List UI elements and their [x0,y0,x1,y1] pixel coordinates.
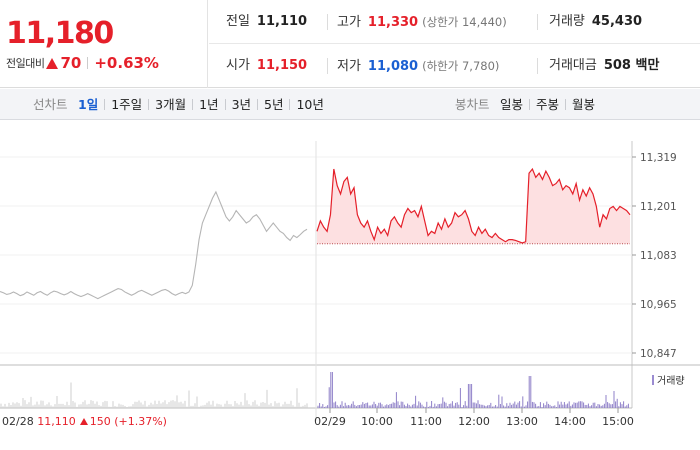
tab-1y[interactable]: 1년 [199,97,219,112]
y-axis: 11,319 11,201 11,083 10,965 10,847 [632,152,677,360]
stat-high: 고가 11,330 (상한가 14,440) [337,0,507,44]
change-divider [87,57,89,69]
tab-3y[interactable]: 3년 [231,97,252,112]
prev-day-date: 02/28 [2,415,34,428]
tab-1d[interactable]: 1일 [78,97,99,112]
volume-legend-swatch [652,374,654,385]
x-axis: 02/29 10:00 11:00 12:00 13:00 14:00 15:00 [314,408,634,428]
volume-legend-label: 거래량 [657,376,685,387]
volume-legend: 거래량 [652,372,685,387]
prev-day-rate: (+1.37%) [114,415,167,428]
candle-chart-label: 봉차트 [455,97,490,112]
price-chart[interactable]: 11,319 11,201 11,083 10,965 10,847 02/29 10:0… [0,121,700,450]
stat-divider [537,14,538,30]
x-tick-label: 11:00 [410,415,442,428]
y-tick-label: 10,847 [640,348,677,360]
x-tick-label: 13:00 [506,415,538,428]
x-tick-label: 15:00 [602,415,634,428]
candle-period-tabs: 일봉 주봉 월봉 [494,89,601,120]
stat-value: 45,430 [591,14,643,29]
stat-prev-close: 전일 11,110 [226,0,307,44]
quote-summary: 11,180 전일대비 70 +0.63% 전일 11,110 고가 11,330(… [0,0,700,88]
tab-divider [529,99,531,110]
stat-value: 11,330 [367,15,419,30]
prev-day-change: 150 [89,415,111,428]
change-value: 70 [60,54,82,72]
tab-monthly-candle[interactable]: 월봉 [572,97,596,112]
stat-divider [327,14,328,30]
y-tick-label: 11,201 [640,201,677,213]
prev-day-line [0,190,308,300]
tab-divider [148,99,150,110]
up-triangle-icon [79,418,88,425]
chart-series [0,167,631,300]
prev-day-summary: 02/28 11,110 150 (+1.37%) [2,415,167,428]
volume-bars [0,372,629,408]
stat-divider [327,58,328,74]
today-area [317,169,630,244]
tab-divider [257,99,259,110]
tab-daily-candle[interactable]: 일봉 [500,97,524,112]
stat-label: 거래량 [549,14,585,29]
stat-low: 저가 11,080 (하한가 7,780) [337,44,499,88]
tab-1w[interactable]: 1주일 [111,97,143,112]
tab-10y[interactable]: 10년 [296,97,324,112]
chart-toolbar: 선차트 1일 1주일 3개월 1년 3년 5년 10년 봉차트 일봉 주봉 월봉 [0,89,700,120]
lower-limit: (하한가 7,780) [422,59,500,73]
stat-divider [537,58,538,74]
tab-divider [565,99,567,110]
stat-amount: 거래대금 508 백만 [549,44,659,88]
x-tick-label: 10:00 [361,415,393,428]
tab-5y[interactable]: 5년 [264,97,284,112]
stat-value: 11,150 [256,58,308,73]
tab-divider [224,99,226,110]
tab-weekly-candle[interactable]: 주봉 [536,97,560,112]
tab-divider [289,99,291,110]
change-line: 전일대비 70 +0.63% [6,54,159,72]
today-line [316,167,631,244]
stats-row-2: 시가 11,150 저가 11,080 (하한가 7,780) 거래대금 508 백만 [209,44,700,88]
prev-day-close: 11,110 [37,415,76,428]
tab-divider [192,99,194,110]
line-period-tabs: 1일 1주일 3개월 1년 3년 5년 10년 [72,89,330,120]
y-tick-label: 11,083 [640,250,677,262]
change-rate: +0.63% [94,54,159,72]
stat-value: 508 백만 [603,58,660,73]
stat-open: 시가 11,150 [226,44,307,88]
tab-3m[interactable]: 3개월 [155,97,187,112]
stat-label: 시가 [226,58,250,73]
tab-divider [104,99,106,110]
line-chart-label: 선차트 [33,97,68,112]
y-tick-label: 11,319 [640,152,677,164]
chart-grid [0,141,700,421]
stat-value: 11,110 [256,14,308,29]
change-label: 전일대비 [6,57,45,70]
current-price: 11,180 [6,16,114,51]
stat-label: 고가 [337,15,361,30]
x-tick-label: 14:00 [554,415,586,428]
up-triangle-icon [46,57,59,69]
stats-row-1: 전일 11,110 고가 11,330 (상한가 14,440) 거래량 45,430 [209,0,700,44]
y-tick-label: 10,965 [640,299,677,311]
stat-label: 저가 [337,59,361,74]
quote-stats: 전일 11,110 고가 11,330 (상한가 14,440) 거래량 45,430 … [209,0,700,88]
stat-label: 전일 [226,14,250,29]
price-chart-svg: 11,319 11,201 11,083 10,965 10,847 02/29 10:0… [0,141,700,428]
price-box: 11,180 전일대비 70 +0.63% [0,0,208,88]
stat-label: 거래대금 [549,58,597,73]
stat-value: 11,080 [367,59,419,74]
x-tick-label: 02/29 [314,415,346,428]
x-tick-label: 12:00 [458,415,490,428]
upper-limit: (상한가 14,440) [422,15,507,29]
stat-volume: 거래량 45,430 [549,0,642,44]
